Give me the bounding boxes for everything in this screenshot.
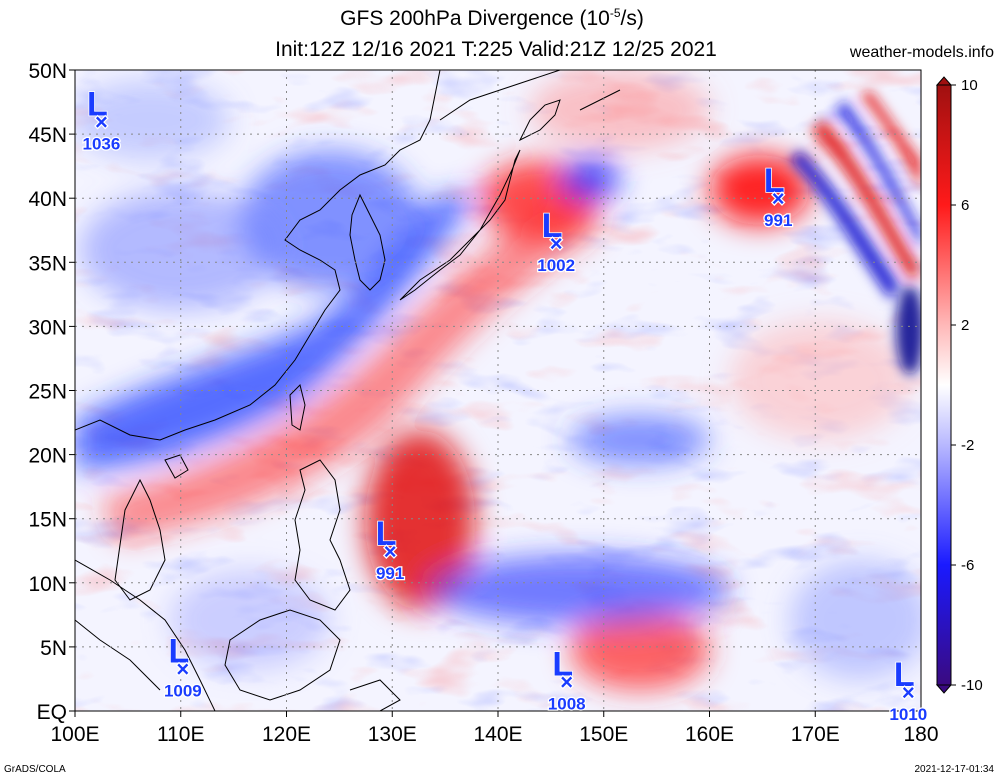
y-tick-label: 35N — [28, 252, 67, 275]
low-marker: L×991 — [375, 514, 406, 584]
y-axis-labels: 50N 45N 40N 35N 30N 25N 20N 15N 10N 5N EQ — [28, 60, 67, 724]
low-symbol: L — [87, 85, 108, 123]
y-tick-label: 20N — [28, 445, 67, 468]
low-pressure-value: 1010 — [889, 705, 927, 724]
colorbar-label: -6 — [961, 557, 974, 574]
low-symbol: L — [376, 515, 397, 553]
colorbar: 10 6 2 -2 -6 -10 — [935, 76, 983, 694]
x-tick-label: 110E — [157, 723, 205, 746]
low-symbol: L — [552, 646, 573, 684]
low-center-marker: × — [384, 539, 397, 564]
y-tick-label: 5N — [40, 637, 67, 660]
x-tick-label: 140E — [473, 723, 522, 746]
colorbar-label: -2 — [961, 437, 974, 454]
low-center-marker: × — [95, 109, 108, 134]
low-marker: L×991 — [763, 161, 794, 231]
low-marker: L×1008 — [547, 645, 587, 715]
low-marker: L×1036 — [81, 85, 121, 155]
x-tick-label: 120E — [262, 723, 311, 746]
low-symbol: L — [894, 656, 915, 694]
x-tick-label: 100E — [50, 723, 99, 746]
y-tick-label: 45N — [28, 124, 67, 147]
map-subtitle: Init:12Z 12/16 2021 T:225 Valid:21Z 12/2… — [275, 38, 717, 61]
low-center-marker: × — [902, 680, 915, 705]
low-symbol: L — [168, 633, 189, 671]
x-tick-label: 180 — [903, 723, 938, 746]
y-tick-label: 25N — [28, 381, 67, 404]
x-tick-label: 160E — [685, 723, 734, 746]
low-pressure-value: 1008 — [548, 695, 586, 714]
low-center-marker: × — [550, 231, 563, 256]
coastlines — [75, 70, 621, 711]
low-marker: L×1010 — [888, 655, 928, 725]
y-tick-label: 40N — [28, 188, 67, 211]
colorbar-label: 2 — [961, 317, 969, 334]
low-symbol: L — [542, 207, 563, 245]
map-title: GFS 200hPa Divergence (10-5/s) — [340, 6, 644, 30]
low-center-marker: × — [772, 186, 785, 211]
footer-software: GrADS/COLA — [4, 764, 66, 775]
grid — [75, 70, 921, 711]
y-tick-label: 50N — [28, 60, 67, 83]
low-marker: L×1009 — [163, 632, 203, 702]
footer-timestamp: 2021-12-17-01:34 — [914, 764, 994, 775]
x-tick-label: 130E — [368, 723, 417, 746]
colorbar-label: 10 — [961, 77, 978, 94]
colorbar-label: -10 — [961, 677, 983, 694]
low-marker: L×1002 — [536, 206, 576, 276]
y-tick-label: EQ — [37, 701, 67, 724]
divergence-field — [75, 70, 921, 711]
x-axis-labels: 100E 110E 120E 130E 140E 150E 160E 170E 180 — [50, 723, 938, 746]
low-pressure-value: 991 — [376, 564, 404, 583]
x-tick-label: 170E — [791, 723, 840, 746]
low-pressure-value: 1036 — [83, 134, 121, 153]
low-center-marker: × — [176, 657, 189, 682]
brand-text: weather-models.info — [849, 44, 994, 61]
colorbar-label: 6 — [961, 197, 969, 214]
y-tick-label: 10N — [28, 573, 67, 596]
low-pressure-value: 1009 — [164, 682, 202, 701]
low-pressure-value: 991 — [764, 211, 792, 230]
y-tick-label: 30N — [28, 316, 67, 339]
y-tick-label: 15N — [28, 509, 67, 532]
low-symbol: L — [764, 162, 785, 200]
axis-ticks — [69, 69, 922, 717]
low-pressure-value: 1002 — [537, 256, 575, 275]
x-tick-label: 150E — [579, 723, 628, 746]
low-center-marker: × — [560, 670, 573, 695]
